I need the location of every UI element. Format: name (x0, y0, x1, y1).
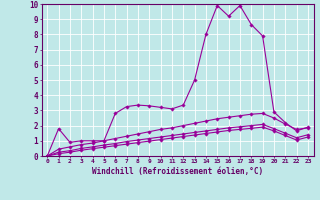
X-axis label: Windchill (Refroidissement éolien,°C): Windchill (Refroidissement éolien,°C) (92, 167, 263, 176)
